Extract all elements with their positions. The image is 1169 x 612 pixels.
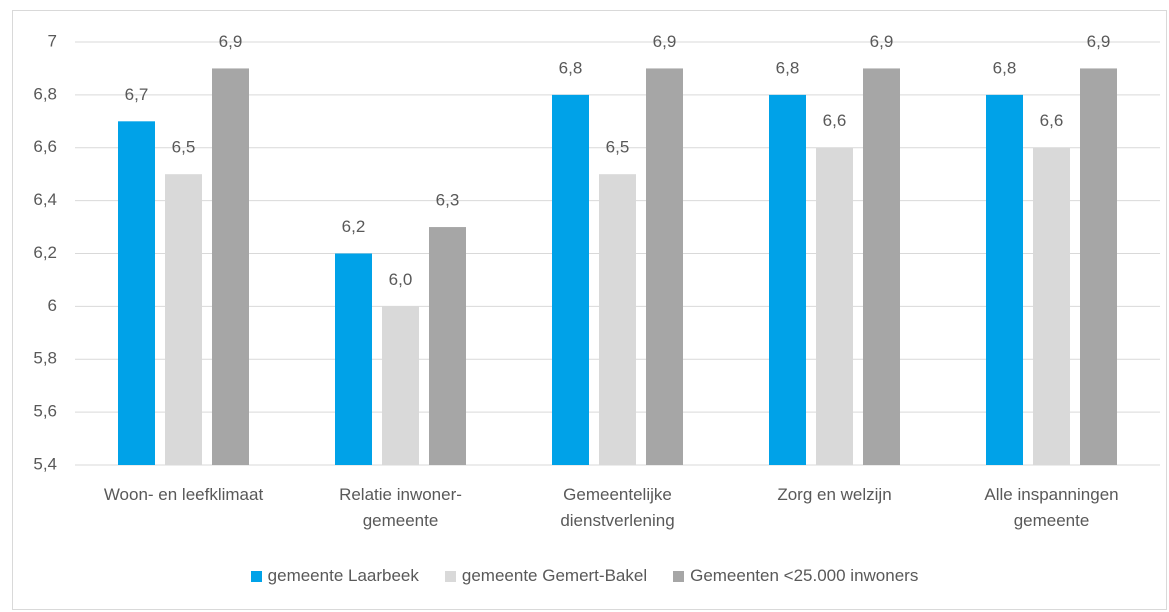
x-tick-label: Zorg en welzijn bbox=[777, 485, 892, 504]
bar bbox=[552, 94, 589, 465]
bar bbox=[165, 174, 202, 465]
bar bbox=[769, 94, 806, 465]
bar bbox=[986, 94, 1023, 465]
y-tick-label: 5,4 bbox=[33, 454, 57, 473]
y-tick-label: 5,6 bbox=[33, 402, 57, 421]
legend-label: Gemeenten <25.000 inwoners bbox=[690, 566, 919, 585]
bar bbox=[863, 68, 900, 465]
bar bbox=[382, 306, 419, 465]
bar bbox=[1080, 68, 1117, 465]
legend-item: Gemeenten <25.000 inwoners bbox=[673, 566, 918, 586]
y-tick-label: 6,2 bbox=[33, 243, 57, 262]
y-tick-label: 6 bbox=[48, 296, 57, 315]
bar bbox=[212, 68, 249, 465]
x-tick-label: Woon- en leefklimaat bbox=[103, 485, 264, 504]
data-label: 6,8 bbox=[776, 58, 800, 77]
x-tick-label: Gemeentelijke dienstverlening bbox=[560, 485, 675, 530]
x-tick-label: Alle inspanningen gemeente bbox=[984, 485, 1119, 530]
bar bbox=[335, 253, 372, 465]
data-label: 6,3 bbox=[436, 191, 460, 210]
legend-swatch bbox=[673, 570, 685, 582]
data-label: 6,9 bbox=[219, 32, 243, 51]
bar bbox=[1033, 147, 1070, 465]
bar bbox=[646, 68, 683, 465]
data-label: 6,6 bbox=[1040, 111, 1064, 130]
legend-item: gemeente Laarbeek bbox=[250, 566, 419, 586]
legend-swatch bbox=[250, 570, 262, 582]
data-label: 6,5 bbox=[172, 138, 196, 157]
y-tick-label: 6,8 bbox=[33, 84, 57, 103]
legend-swatch bbox=[444, 570, 456, 582]
bar bbox=[599, 174, 636, 465]
legend-label: gemeente Gemert-Bakel bbox=[461, 566, 648, 585]
chart-border bbox=[12, 10, 1167, 610]
x-tick-label: Relatie inwoner- gemeente bbox=[339, 485, 462, 530]
y-tick-label: 6,6 bbox=[33, 137, 57, 156]
data-label: 6,8 bbox=[993, 58, 1017, 77]
data-label: 6,6 bbox=[823, 111, 847, 130]
bar bbox=[429, 227, 466, 465]
data-label: 6,7 bbox=[125, 85, 149, 104]
y-tick-label: 6,4 bbox=[33, 190, 57, 209]
data-label: 6,9 bbox=[653, 32, 677, 51]
legend-item: gemeente Gemert-Bakel bbox=[444, 566, 648, 586]
data-label: 6,9 bbox=[1087, 32, 1111, 51]
legend: gemeente Laarbeek gemeente Gemert-Bakel Ge… bbox=[0, 566, 1169, 586]
y-tick-label: 7 bbox=[48, 31, 57, 50]
data-label: 6,9 bbox=[870, 32, 894, 51]
bar bbox=[118, 121, 155, 465]
bar bbox=[816, 147, 853, 465]
data-label: 6,0 bbox=[389, 270, 413, 289]
y-tick-label: 5,8 bbox=[33, 349, 57, 368]
legend-label: gemeente Laarbeek bbox=[267, 566, 419, 585]
data-label: 6,2 bbox=[342, 217, 366, 236]
data-label: 6,8 bbox=[559, 58, 583, 77]
data-label: 6,5 bbox=[606, 138, 630, 157]
